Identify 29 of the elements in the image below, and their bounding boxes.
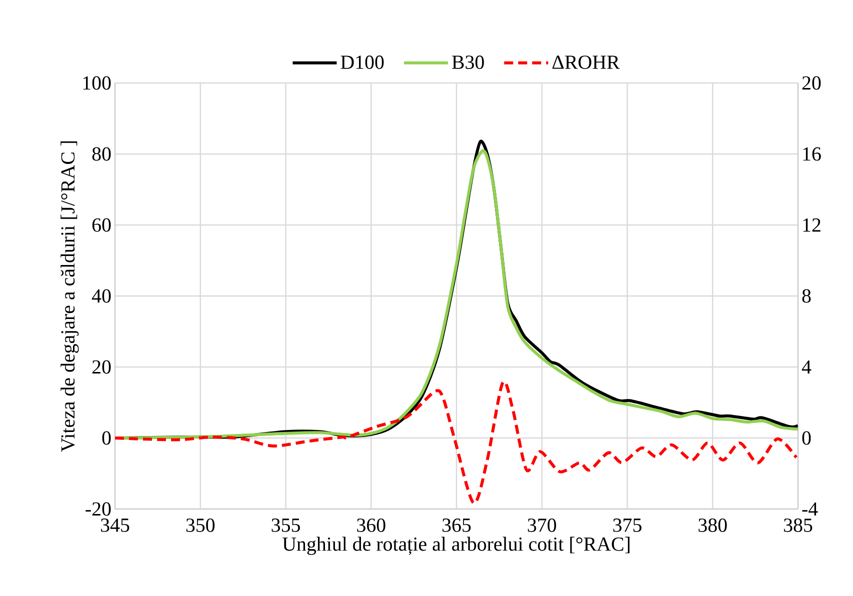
legend-label: B30 xyxy=(452,56,484,69)
x-tick-label: 365 xyxy=(442,518,471,532)
y-tick-label: 40 xyxy=(92,289,111,303)
x-tick-label: 345 xyxy=(101,518,130,532)
y-tick-label: 80 xyxy=(92,147,111,161)
y2-tick-label: 0 xyxy=(802,431,811,445)
x-tick-label: 350 xyxy=(186,518,215,532)
y2-tick-label: 8 xyxy=(802,289,811,303)
x-tick-label: 385 xyxy=(784,518,812,532)
x-tick-label: 355 xyxy=(272,518,300,532)
y-tick-label: 0 xyxy=(102,431,111,445)
legend-label: D100 xyxy=(340,56,384,69)
y-tick-label: 100 xyxy=(83,76,111,90)
y-tick-label: -20 xyxy=(86,502,111,516)
line-series xyxy=(115,381,798,504)
x-tick-label: 360 xyxy=(357,518,386,532)
y2-tick-label: 4 xyxy=(802,360,812,374)
y2-tick-label: -4 xyxy=(802,502,818,516)
y-tick-label: 60 xyxy=(92,218,111,232)
y2-tick-label: 12 xyxy=(803,218,820,232)
x-tick-label: 380 xyxy=(698,518,727,532)
x-tick-label: 370 xyxy=(528,518,556,532)
y-axis-title: Viteza de degajare a căldurii [J/°RAC ] xyxy=(60,141,79,452)
x-axis-title: Unghiul de rotație al arborelui cotit [°RAC] xyxy=(282,536,630,555)
y2-tick-label: 16 xyxy=(803,147,821,161)
y-tick-label: 20 xyxy=(92,360,111,374)
y2-tick-label: 20 xyxy=(802,76,821,90)
legend-label: ΔROHR xyxy=(552,56,620,69)
x-tick-label: 375 xyxy=(613,518,642,532)
